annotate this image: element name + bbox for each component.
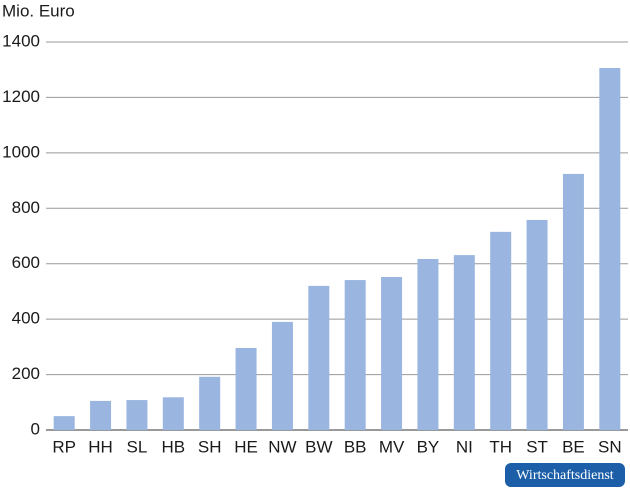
bar — [126, 400, 148, 430]
x-tick-label: RP — [52, 437, 76, 456]
x-tick-label: SL — [127, 437, 148, 456]
bar — [453, 255, 475, 430]
bar — [417, 259, 439, 430]
bar — [90, 400, 112, 430]
bar — [271, 321, 293, 430]
bar — [490, 231, 512, 430]
x-tick-label: MV — [379, 437, 405, 456]
bar — [562, 173, 584, 431]
bar — [235, 347, 257, 430]
y-tick-label: 800 — [12, 198, 40, 217]
bar — [381, 277, 403, 430]
x-tick-label: HH — [88, 437, 113, 456]
x-tick-label: BB — [344, 437, 367, 456]
bar — [526, 219, 548, 430]
x-tick-label: SN — [598, 437, 622, 456]
x-tick-label: NW — [268, 437, 296, 456]
source-text: Wirtschaftsdienst — [516, 468, 614, 483]
bar — [344, 280, 366, 430]
y-tick-label: 1000 — [2, 142, 40, 161]
y-tick-label: 600 — [12, 253, 40, 272]
y-tick-label: 0 — [31, 419, 40, 438]
x-tick-label: BY — [417, 437, 440, 456]
x-tick-label: NI — [456, 437, 473, 456]
y-axis-label: Mio. Euro — [2, 1, 75, 20]
x-tick-label: HB — [162, 437, 186, 456]
y-tick-label: 200 — [12, 364, 40, 383]
bar — [199, 376, 221, 430]
x-tick-label: BW — [305, 437, 332, 456]
x-tick-label: SH — [198, 437, 222, 456]
y-tick-label: 400 — [12, 309, 40, 328]
x-tick-label: TH — [489, 437, 512, 456]
bar — [599, 68, 621, 431]
y-tick-label: 1400 — [2, 31, 40, 50]
bar — [162, 397, 184, 430]
bar — [308, 285, 330, 430]
x-tick-label: BE — [562, 437, 585, 456]
bar — [53, 416, 75, 430]
x-tick-label: ST — [526, 437, 548, 456]
y-tick-label: 1200 — [2, 87, 40, 106]
source-badge — [505, 463, 625, 487]
x-tick-label: HE — [234, 437, 258, 456]
